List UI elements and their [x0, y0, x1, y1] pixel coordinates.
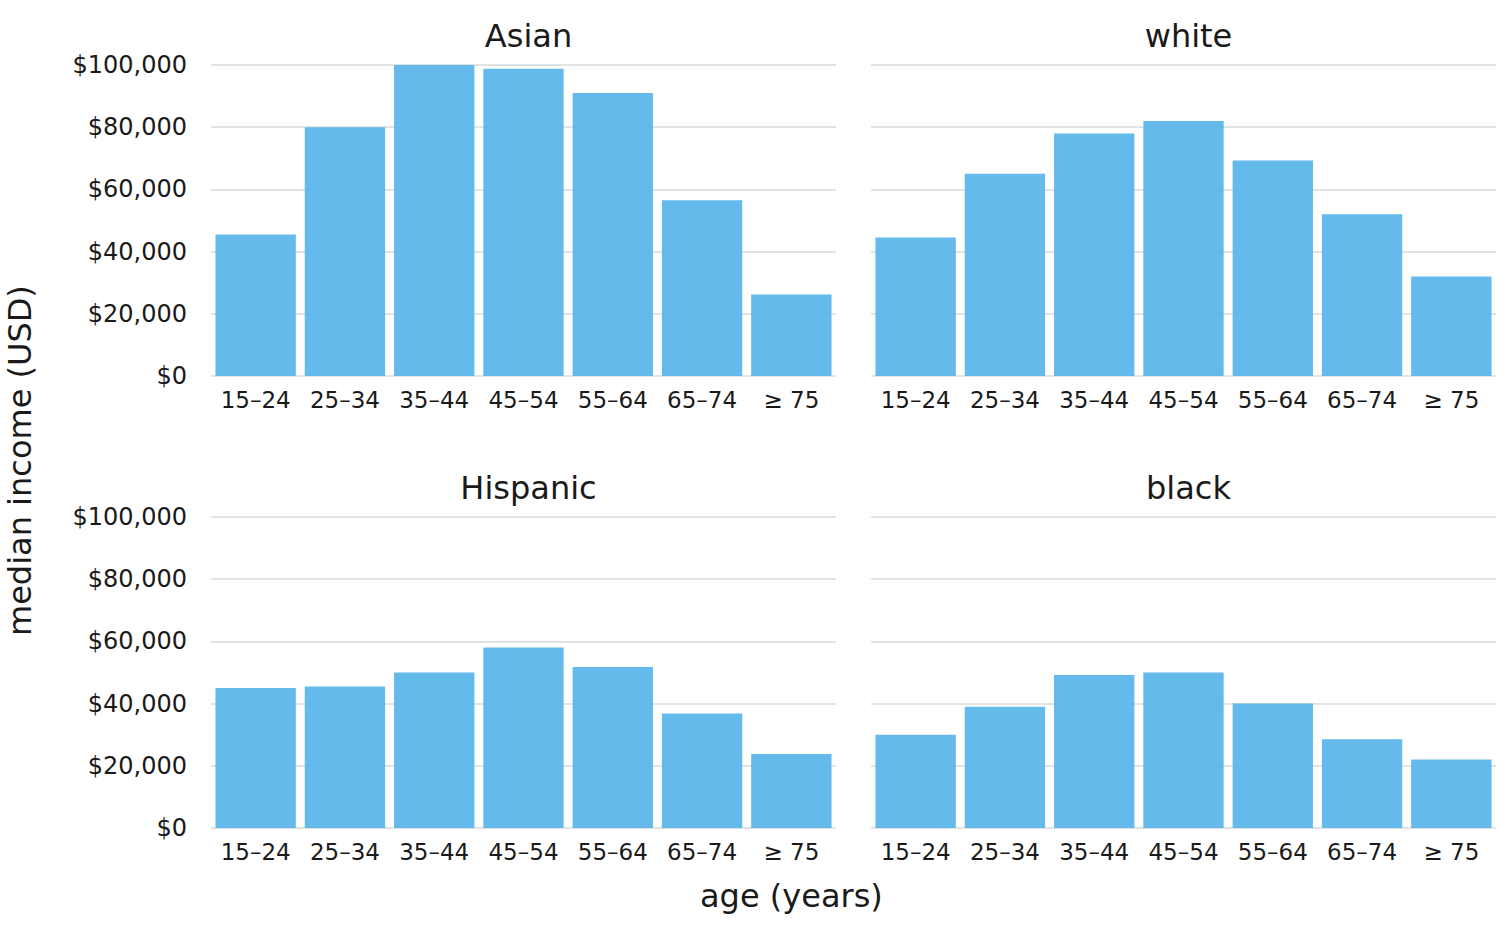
- svg-text:45–54: 45–54: [1148, 387, 1218, 413]
- svg-text:15–24: 15–24: [221, 387, 291, 413]
- svg-text:35–44: 35–44: [399, 387, 469, 413]
- svg-text:$20,000: $20,000: [88, 752, 187, 780]
- svg-text:25–34: 25–34: [310, 387, 380, 413]
- svg-text:45–54: 45–54: [488, 839, 558, 865]
- svg-text:≥ 75: ≥ 75: [1423, 387, 1479, 413]
- svg-text:black: black: [1146, 469, 1231, 507]
- svg-text:15–24: 15–24: [881, 839, 951, 865]
- svg-text:55–64: 55–64: [1238, 839, 1308, 865]
- svg-text:25–34: 25–34: [970, 387, 1040, 413]
- svg-text:25–34: 25–34: [310, 839, 380, 865]
- svg-text:≥ 75: ≥ 75: [763, 387, 819, 413]
- svg-text:≥ 75: ≥ 75: [763, 839, 819, 865]
- svg-text:65–74: 65–74: [667, 839, 737, 865]
- svg-text:$100,000: $100,000: [72, 51, 187, 79]
- svg-text:age (years): age (years): [700, 877, 883, 915]
- svg-text:$60,000: $60,000: [88, 175, 187, 203]
- svg-text:$0: $0: [156, 814, 187, 842]
- svg-text:15–24: 15–24: [221, 839, 291, 865]
- svg-text:$40,000: $40,000: [88, 238, 187, 266]
- svg-text:55–64: 55–64: [1238, 387, 1308, 413]
- svg-text:65–74: 65–74: [667, 387, 737, 413]
- svg-text:55–64: 55–64: [578, 387, 648, 413]
- svg-text:$40,000: $40,000: [88, 690, 187, 718]
- svg-text:$100,000: $100,000: [72, 503, 187, 531]
- svg-text:45–54: 45–54: [488, 387, 558, 413]
- svg-text:$0: $0: [156, 362, 187, 390]
- svg-text:$80,000: $80,000: [88, 113, 187, 141]
- svg-text:65–74: 65–74: [1327, 839, 1397, 865]
- svg-text:25–34: 25–34: [970, 839, 1040, 865]
- svg-text:Hispanic: Hispanic: [460, 469, 596, 507]
- svg-text:$80,000: $80,000: [88, 565, 187, 593]
- svg-text:median income (USD): median income (USD): [1, 285, 39, 636]
- svg-text:15–24: 15–24: [881, 387, 951, 413]
- svg-text:35–44: 35–44: [399, 839, 469, 865]
- svg-text:white: white: [1145, 17, 1233, 55]
- svg-text:$20,000: $20,000: [88, 300, 187, 328]
- svg-text:$60,000: $60,000: [88, 627, 187, 655]
- svg-text:Asian: Asian: [485, 17, 572, 55]
- svg-text:55–64: 55–64: [578, 839, 648, 865]
- svg-text:35–44: 35–44: [1059, 839, 1129, 865]
- svg-text:65–74: 65–74: [1327, 387, 1397, 413]
- svg-text:45–54: 45–54: [1148, 839, 1218, 865]
- svg-text:35–44: 35–44: [1059, 387, 1129, 413]
- svg-text:≥ 75: ≥ 75: [1423, 839, 1479, 865]
